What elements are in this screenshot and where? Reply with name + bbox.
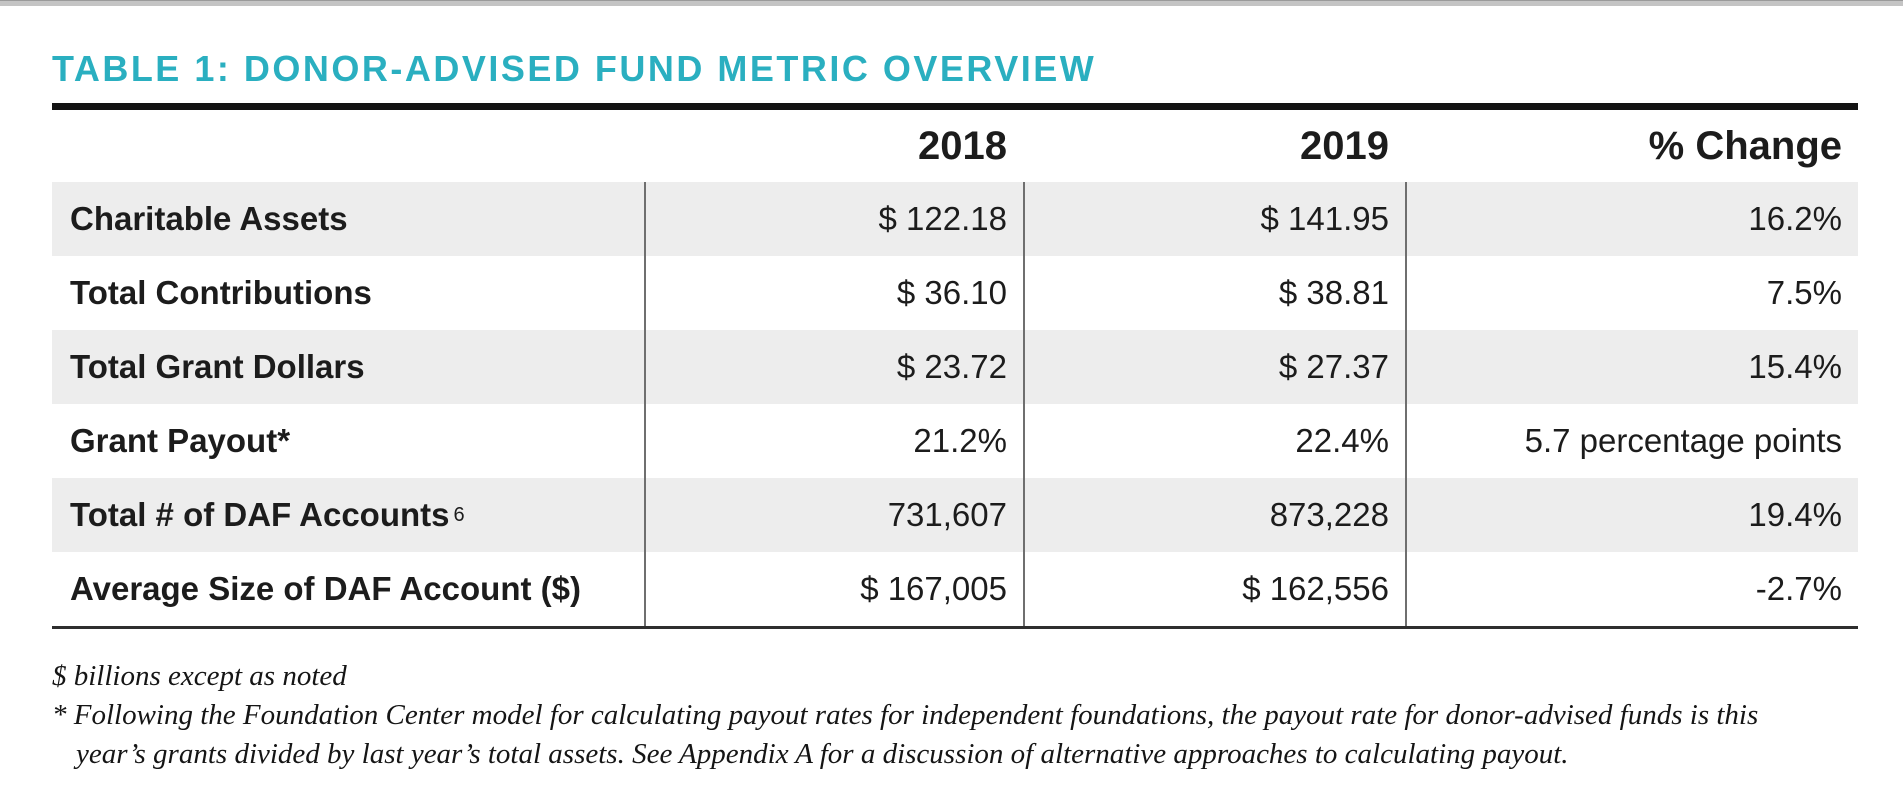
cell-2019: 22.4%	[1023, 404, 1405, 478]
row-label: Total Grant Dollars	[70, 348, 365, 385]
row-label: Total # of DAF Accounts 6	[70, 496, 465, 533]
table-row: Charitable Assets $ 122.18 $ 141.95 16.2…	[52, 182, 1858, 256]
page-top-edge-bar	[0, 0, 1903, 6]
cell-2019: $ 38.81	[1023, 256, 1405, 330]
header-pct-change: % Change	[1648, 123, 1842, 168]
cell-2019: $ 162,556	[1023, 552, 1405, 626]
cell-2018: $ 36.10	[644, 256, 1023, 330]
table-bottom-rule	[52, 626, 1858, 629]
table-header-row: 2018 2019 % Change	[52, 110, 1858, 182]
header-2018: 2018	[918, 123, 1007, 168]
table-title: TABLE 1: DONOR-ADVISED FUND METRIC OVERV…	[52, 48, 1097, 89]
header-2019: 2019	[1300, 123, 1389, 168]
cell-change: 7.5%	[1405, 256, 1858, 330]
table-row: Average Size of DAF Account ($) $ 167,00…	[52, 552, 1858, 626]
footnote-units: $ billions except as noted	[52, 660, 347, 692]
cell-2019: $ 141.95	[1023, 182, 1405, 256]
cell-2018: 731,607	[644, 478, 1023, 552]
table-row: Total # of DAF Accounts 6 731,607 873,228…	[52, 478, 1858, 552]
cell-2018: 21.2%	[644, 404, 1023, 478]
cell-2018: $ 23.72	[644, 330, 1023, 404]
table-row: Grant Payout* 21.2% 22.4% 5.7 percentage…	[52, 404, 1858, 478]
footnote-payout-line2: year’s grants divided by last year’s tot…	[76, 738, 1569, 770]
row-label: Grant Payout*	[70, 422, 291, 459]
row-label-text: Total # of DAF Accounts	[70, 496, 450, 533]
cell-2018: $ 122.18	[644, 182, 1023, 256]
row-label: Charitable Assets	[70, 200, 348, 237]
cell-change: 16.2%	[1405, 182, 1858, 256]
cell-change: -2.7%	[1405, 552, 1858, 626]
row-label: Average Size of DAF Account ($)	[70, 570, 581, 607]
cell-2018: $ 167,005	[644, 552, 1023, 626]
table-row: Total Grant Dollars $ 23.72 $ 27.37 15.4…	[52, 330, 1858, 404]
footnote-payout-line1: * Following the Foundation Center model …	[52, 699, 1759, 731]
row-label: Total Contributions	[70, 274, 372, 311]
cell-change: 19.4%	[1405, 478, 1858, 552]
header-metric	[52, 110, 644, 182]
table-footnotes: $ billions except as noted * Following t…	[52, 657, 1858, 774]
cell-2019: 873,228	[1023, 478, 1405, 552]
cell-2019: $ 27.37	[1023, 330, 1405, 404]
report-page: TABLE 1: DONOR-ADVISED FUND METRIC OVERV…	[52, 6, 1858, 774]
cell-change: 5.7 percentage points	[1405, 404, 1858, 478]
table-row: Total Contributions $ 36.10 $ 38.81 7.5%	[52, 256, 1858, 330]
table-top-rule	[52, 103, 1858, 110]
cell-change: 15.4%	[1405, 330, 1858, 404]
